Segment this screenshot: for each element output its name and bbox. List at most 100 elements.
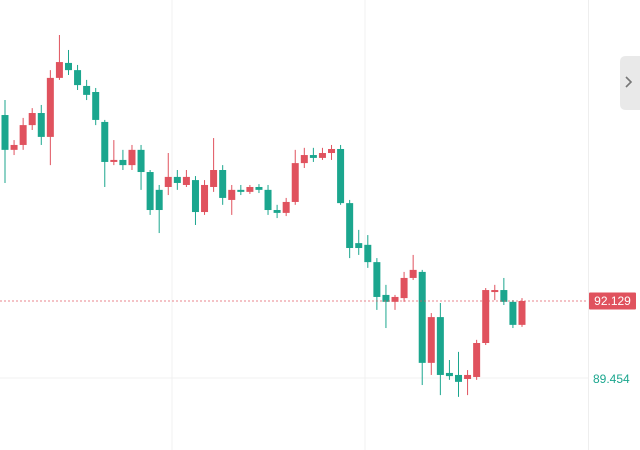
candle <box>201 180 209 215</box>
candle-body <box>418 271 426 363</box>
candle-body <box>74 70 82 86</box>
candle <box>19 117 27 150</box>
candle-body <box>101 121 109 162</box>
candle-body <box>391 296 399 302</box>
candle-body <box>155 189 163 211</box>
candle <box>219 165 227 205</box>
candle-body <box>455 374 462 382</box>
candle-body <box>309 155 317 158</box>
candle-body <box>445 372 453 377</box>
candle-body <box>137 149 145 173</box>
candle <box>101 119 109 187</box>
candle-body <box>300 155 308 164</box>
candle-body <box>19 125 27 145</box>
candle <box>509 300 517 329</box>
candle <box>255 184 263 194</box>
candle <box>455 351 462 397</box>
candle-body <box>128 149 136 166</box>
candle <box>228 184 236 215</box>
candle-body <box>355 243 363 249</box>
candle-body <box>364 244 372 263</box>
candle-body <box>337 148 345 204</box>
candle <box>346 199 354 259</box>
last-price-label: 92.129 <box>594 294 631 308</box>
candle <box>427 313 435 375</box>
candle-body <box>382 294 390 302</box>
candle <box>37 104 45 145</box>
candle <box>409 254 417 280</box>
candle-body <box>110 159 118 162</box>
candle-body <box>28 113 36 126</box>
candle-body <box>291 163 299 202</box>
candle-body <box>409 269 417 278</box>
candle <box>382 284 390 329</box>
candle <box>318 147 326 160</box>
candle <box>155 184 163 234</box>
candle-body <box>210 170 218 187</box>
candle-body <box>237 189 245 192</box>
candle-body <box>464 374 472 379</box>
candle-body <box>228 189 236 200</box>
candle-body <box>346 203 354 249</box>
candle-body <box>246 186 254 192</box>
candle <box>173 170 181 190</box>
candle-body <box>328 148 336 154</box>
candle-body <box>427 317 435 363</box>
candle <box>119 149 127 171</box>
candle <box>309 147 317 162</box>
chevron-icon[interactable] <box>625 76 633 88</box>
candle-body <box>264 189 272 211</box>
candle-body <box>64 62 72 71</box>
candle-body <box>400 277 408 299</box>
candle-body <box>37 113 45 137</box>
last-price-box <box>589 292 636 310</box>
candle-body <box>273 210 281 213</box>
candle-body <box>518 301 526 325</box>
y-tick-label: 89.454 <box>593 372 630 386</box>
candle-body <box>55 62 63 78</box>
candle-body <box>46 77 54 137</box>
candle <box>291 149 299 205</box>
candle-body <box>92 91 100 120</box>
candle <box>110 140 118 166</box>
candle <box>300 147 308 168</box>
candle <box>191 176 199 225</box>
candle <box>518 298 526 327</box>
candle-body <box>255 186 263 190</box>
collapse-tab[interactable] <box>620 56 640 110</box>
candle <box>64 49 72 76</box>
candle <box>273 204 281 219</box>
candle <box>46 70 54 166</box>
candle-body <box>83 85 91 95</box>
candle-body <box>436 317 444 375</box>
candle <box>391 294 399 310</box>
candle-body <box>219 170 227 198</box>
candle <box>128 144 136 171</box>
candle-body <box>509 301 517 325</box>
candle <box>436 302 444 396</box>
candle-body <box>500 290 508 302</box>
candle-body <box>164 176 172 187</box>
candle-body <box>282 201 290 213</box>
candle <box>364 235 372 268</box>
candle <box>146 170 154 215</box>
candle <box>55 35 63 80</box>
candle <box>337 144 345 205</box>
candle <box>74 64 82 90</box>
candle <box>491 284 499 301</box>
candle <box>28 108 36 130</box>
candle <box>373 258 381 310</box>
candle <box>464 370 472 396</box>
candle-body <box>191 180 199 213</box>
candle-body <box>373 262 381 297</box>
candle-body <box>119 159 127 166</box>
candle <box>246 184 254 194</box>
candle <box>355 229 363 255</box>
candle <box>237 184 245 196</box>
candle <box>418 269 426 386</box>
candle <box>83 79 91 101</box>
candle <box>400 271 408 302</box>
candle <box>328 144 336 160</box>
candle <box>282 197 290 217</box>
